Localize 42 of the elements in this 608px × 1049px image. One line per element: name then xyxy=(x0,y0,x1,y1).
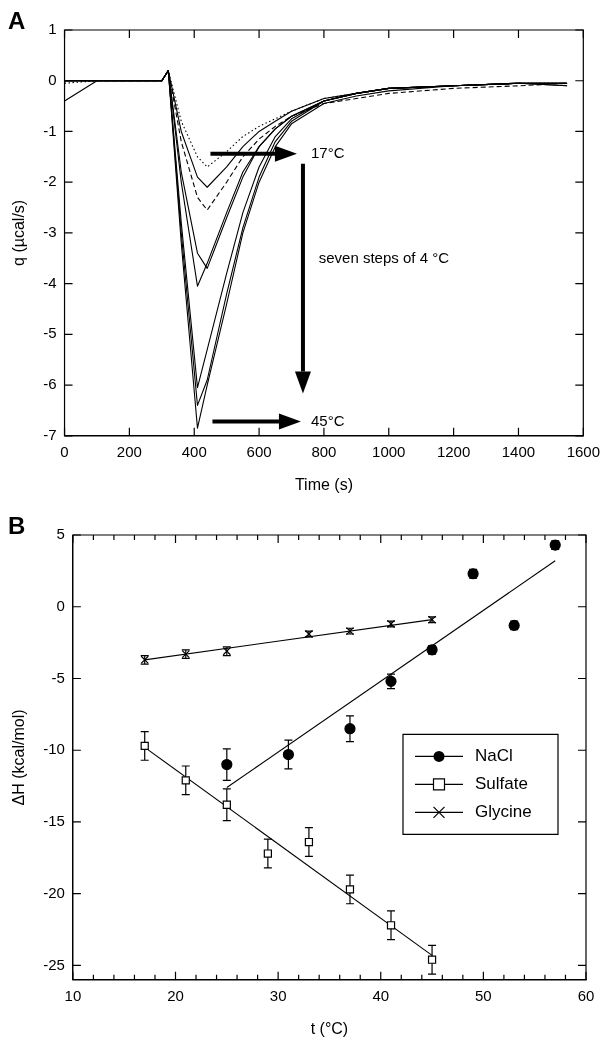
x-tick-label: 10 xyxy=(64,986,82,1004)
legend-label: Glycine xyxy=(475,802,532,822)
x-tick-label: 800 xyxy=(311,442,337,460)
x-axis-title: t (°C) xyxy=(310,1019,349,1037)
x-tick-label: 1400 xyxy=(501,442,536,460)
x-tick-label: 30 xyxy=(269,986,287,1004)
x-tick-label: 1200 xyxy=(436,442,471,460)
x-tick-label: 50 xyxy=(475,986,492,1004)
x-tick-label: 1600 xyxy=(566,442,600,460)
y-tick-label: -7 xyxy=(43,425,57,443)
y-axis-title: ΔH (kcal/mol) xyxy=(10,709,28,806)
x-tick-label: 200 xyxy=(116,442,142,460)
chart-title: A xyxy=(8,6,26,34)
x-tick-label: 60 xyxy=(577,986,595,1004)
y-tick-label: -2 xyxy=(43,172,57,190)
legend-label: NaCl xyxy=(475,746,513,766)
chart-title: B xyxy=(8,511,26,539)
y-tick-label: -1 xyxy=(43,121,57,139)
y-tick-label: -15 xyxy=(43,812,65,830)
y-tick-label: -10 xyxy=(43,740,65,758)
y-tick-label: -4 xyxy=(43,273,57,291)
y-axis-title: q (µcal/s) xyxy=(10,199,28,266)
y-tick-label: -5 xyxy=(51,668,65,686)
y-tick-label: -20 xyxy=(43,883,65,901)
y-tick-label: -6 xyxy=(43,375,57,393)
legend-label: Sulfate xyxy=(475,774,528,794)
x-tick-label: 40 xyxy=(372,986,390,1004)
annotation: 45°C xyxy=(310,411,345,429)
annotation: seven steps of 4 °C xyxy=(318,249,450,267)
x-tick-label: 600 xyxy=(246,442,272,460)
x-tick-label: 1000 xyxy=(372,442,406,460)
y-tick-label: -5 xyxy=(43,324,57,342)
y-tick-label: 5 xyxy=(56,525,65,543)
annotation: 17°C xyxy=(310,143,345,161)
y-tick-label: 0 xyxy=(48,70,57,88)
y-tick-label: -25 xyxy=(43,955,65,973)
y-tick-label: 0 xyxy=(56,596,65,614)
y-tick-label: 1 xyxy=(48,20,57,38)
y-tick-label: -3 xyxy=(43,223,57,241)
x-tick-label: 400 xyxy=(181,442,207,460)
x-tick-label: 20 xyxy=(167,986,184,1004)
x-axis-title: Time (s) xyxy=(294,475,353,493)
